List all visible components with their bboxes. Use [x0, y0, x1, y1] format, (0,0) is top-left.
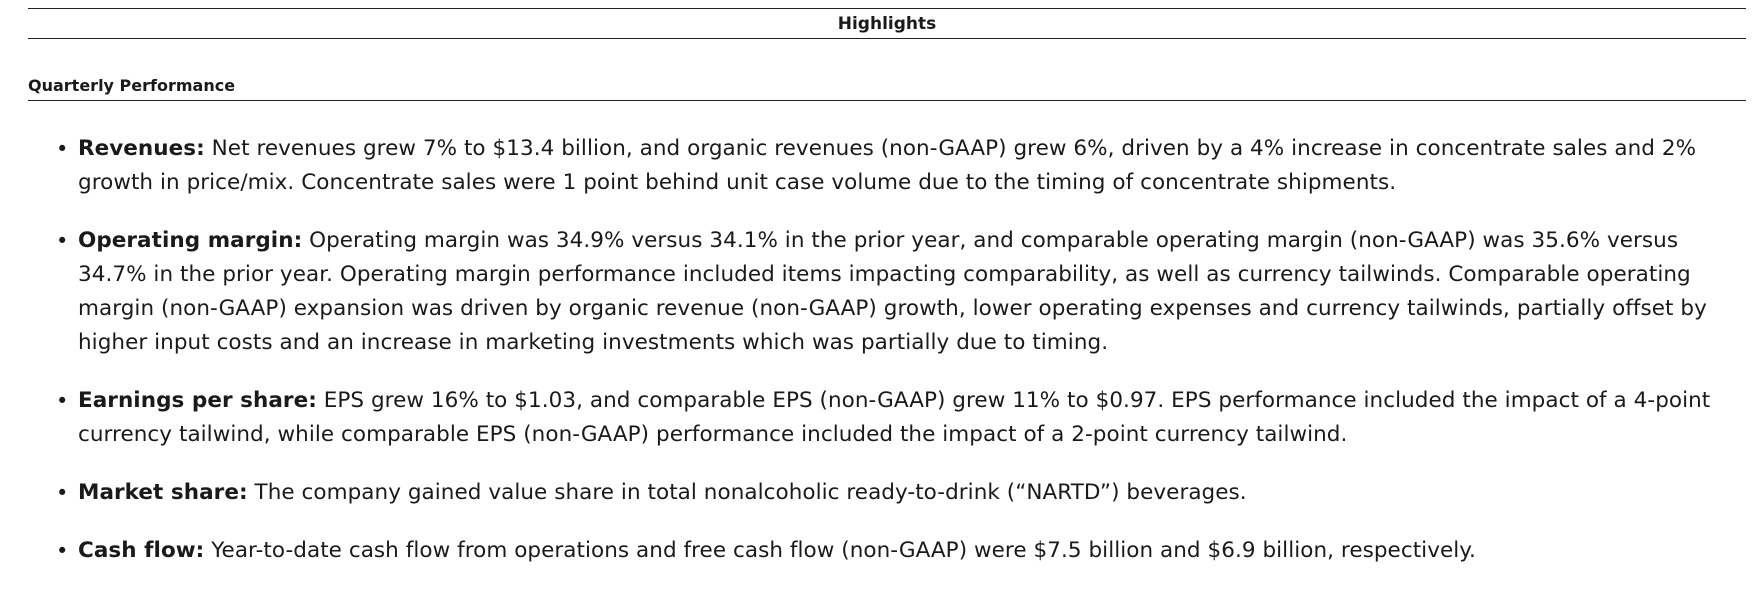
quarterly-performance-heading: Quarterly Performance	[28, 76, 236, 95]
bullet-icon: •	[56, 389, 69, 413]
bullet-text: Net revenues grew 7% to $13.4 billion, a…	[78, 136, 1697, 195]
bullet-icon: •	[56, 539, 69, 563]
bullet-text: The company gained value share in total …	[247, 480, 1247, 505]
subheading-rule	[28, 100, 1746, 101]
bullet-icon: •	[56, 229, 69, 253]
bullet-icon: •	[56, 137, 69, 161]
list-item-revenues: • Revenues: Net revenues grew 7% to $13.4…	[28, 132, 1746, 200]
list-item-operating-margin: • Operating margin: Operating margin was …	[28, 224, 1746, 360]
bullet-lead: Operating margin:	[78, 228, 303, 253]
list-item-earnings-per-share: • Earnings per share: EPS grew 16% to $1.…	[28, 384, 1746, 452]
bullet-lead: Market share:	[78, 480, 248, 505]
bullet-icon: •	[56, 481, 69, 505]
list-item-market-share: • Market share: The company gained value …	[28, 476, 1746, 510]
bullet-text: EPS grew 16% to $1.03, and comparable EP…	[78, 388, 1711, 447]
bullet-text: Operating margin was 34.9% versus 34.1% …	[78, 228, 1707, 355]
bullet-lead: Revenues:	[78, 136, 205, 161]
highlights-title: Highlights	[837, 14, 937, 34]
title-rule	[28, 38, 1746, 39]
list-item-cash-flow: • Cash flow: Year-to-date cash flow from …	[28, 534, 1746, 568]
bullet-text: Year-to-date cash flow from operations a…	[204, 538, 1476, 563]
bullet-lead: Earnings per share:	[78, 388, 317, 413]
top-rule	[28, 8, 1746, 9]
bullet-lead: Cash flow:	[78, 538, 205, 563]
highlights-list: • Revenues: Net revenues grew 7% to $13.4…	[28, 132, 1746, 592]
